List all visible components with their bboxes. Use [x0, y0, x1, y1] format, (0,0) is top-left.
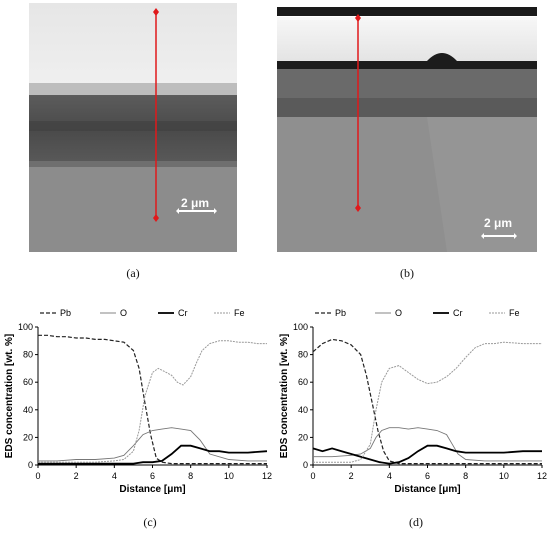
chart-c: 0 2 4 6 8 10 12 0 20 40 60 80 100 Distance [μm] EDS co…: [0, 300, 275, 500]
series-line-fe: [38, 340, 267, 463]
x-tick-label: 10: [499, 471, 509, 481]
caption-d: (d): [409, 515, 423, 529]
x-tick-label: 4: [387, 471, 392, 481]
series-line-o: [313, 427, 542, 462]
scale-bar-b-label: 2 μm: [484, 216, 512, 230]
y-tick-label: 0: [28, 460, 33, 470]
y-tick-label: 20: [23, 432, 33, 442]
x-tick-label: 12: [262, 471, 272, 481]
line-scan-b-start-marker: [355, 14, 361, 22]
y-tick-label: 40: [23, 405, 33, 415]
y-axis-label: EDS concentration [wt. %]: [279, 334, 290, 458]
x-tick-label: 0: [310, 471, 315, 481]
legend-label-o: O: [120, 308, 127, 318]
x-tick-label: 6: [150, 471, 155, 481]
caption-c: (c): [143, 515, 157, 529]
x-tick-label: 2: [74, 471, 79, 481]
x-tick-label: 8: [188, 471, 193, 481]
y-tick-label: 100: [293, 322, 308, 332]
series-line-pb: [312, 338, 542, 465]
y-tick-label: 20: [298, 432, 308, 442]
series-line-pb: [38, 334, 267, 465]
x-tick-label: 12: [537, 471, 547, 481]
scale-bar-a: 2 μm: [176, 196, 217, 214]
image-overlays: 2 μm 2 μm: [153, 8, 517, 239]
series-line-cr: [312, 444, 542, 465]
legend-label-fe: Fe: [509, 308, 520, 318]
legend-label-cr: Cr: [178, 308, 188, 318]
y-tick-label: 80: [23, 350, 33, 360]
y-tick-label: 60: [298, 377, 308, 387]
y-tick-label: 80: [298, 350, 308, 360]
x-tick-label: 10: [224, 471, 234, 481]
chart-c-svg: 0 2 4 6 8 10 12 0 20 40 60 80 100 Distance [μm] EDS co…: [4, 308, 272, 495]
x-axis-label: Distance [μm]: [119, 484, 185, 495]
legend-label-o: O: [395, 308, 402, 318]
y-axis-label: EDS concentration [wt. %]: [4, 334, 15, 458]
line-scan-a-start-marker: [153, 8, 159, 16]
y-tick-label: 40: [298, 405, 308, 415]
legend-label-pb: Pb: [60, 308, 71, 318]
x-tick-label: 0: [35, 471, 40, 481]
caption-b: (b): [400, 266, 414, 280]
x-tick-label: 8: [463, 471, 468, 481]
scale-bar-a-label: 2 μm: [181, 196, 209, 210]
x-tick-label: 4: [112, 471, 117, 481]
line-scan-b-end-marker: [355, 204, 361, 212]
series-line-o: [38, 427, 267, 462]
x-tick-label: 2: [349, 471, 354, 481]
chart-d-svg: 0 2 4 6 8 10 12 0 20 40 60 80 100 Distance [μm] EDS co…: [279, 308, 547, 495]
y-tick-label: 100: [18, 322, 33, 332]
scale-bar-b: 2 μm: [481, 216, 517, 239]
chart-d: 0 2 4 6 8 10 12 0 20 40 60 80 100 Distance [μm] EDS co…: [275, 300, 550, 500]
y-tick-label: 0: [303, 460, 308, 470]
sem-image-a: [29, 3, 237, 252]
sem-image-b: [277, 3, 537, 252]
legend-label-pb: Pb: [335, 308, 346, 318]
series-line-cr: [38, 444, 268, 465]
y-tick-label: 60: [23, 377, 33, 387]
line-scan-a-end-marker: [153, 214, 159, 222]
x-tick-label: 6: [425, 471, 430, 481]
legend-label-fe: Fe: [234, 308, 245, 318]
caption-a: (a): [126, 266, 140, 280]
series-line-fe: [313, 341, 542, 463]
legend-label-cr: Cr: [453, 308, 463, 318]
x-axis-label: Distance [μm]: [394, 484, 460, 495]
